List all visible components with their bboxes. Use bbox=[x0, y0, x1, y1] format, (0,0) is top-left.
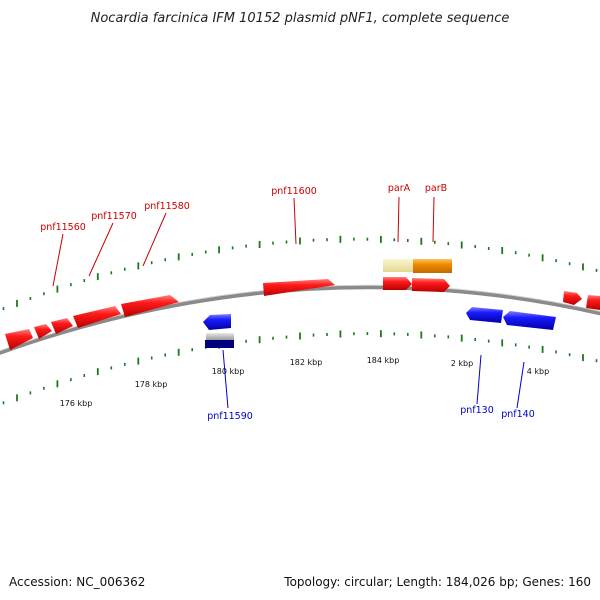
gene-arrow-forward[interactable] bbox=[34, 324, 52, 339]
accession-text: Accession: NC_006362 bbox=[9, 575, 145, 589]
gene-arrow-pnf11570[interactable] bbox=[73, 306, 121, 328]
label-parA: parA bbox=[388, 183, 411, 194]
gene-arrow-pnf140[interactable] bbox=[503, 311, 556, 330]
label-pnf11560: pnf11560 bbox=[40, 222, 86, 233]
gene-block-pnf11590-grey[interactable] bbox=[206, 333, 234, 340]
tick-label-180kbp: 180 kbp bbox=[212, 367, 245, 376]
label-parB: parB bbox=[425, 183, 447, 194]
leader-pnf11560 bbox=[52, 233, 64, 287]
label-pnf140: pnf140 bbox=[501, 409, 535, 420]
parB-highlight-box bbox=[413, 259, 452, 273]
label-pnf11580: pnf11580 bbox=[144, 201, 190, 212]
gene-arrow-parA[interactable] bbox=[383, 277, 412, 290]
leader-pnf11570 bbox=[88, 222, 114, 277]
tick-label-184kbp: 184 kbp bbox=[367, 356, 400, 365]
tick-label-182kbp: 182 kbp bbox=[290, 358, 323, 367]
map-title: Nocardia farcinica IFM 10152 plasmid pNF… bbox=[91, 11, 510, 26]
leader-pnf140 bbox=[516, 361, 525, 409]
outer-tick-ring bbox=[2, 235, 598, 311]
gene-arrow-parB[interactable] bbox=[412, 278, 450, 292]
tick-label-2kbp: 2 kbp bbox=[451, 359, 473, 368]
gene-arrow-forward[interactable] bbox=[51, 318, 73, 334]
reverse-genes bbox=[203, 307, 556, 348]
gene-arrow-pnf130[interactable] bbox=[466, 307, 503, 323]
tick-label-176kbp: 176 kbp bbox=[60, 399, 93, 408]
label-pnf11600: pnf11600 bbox=[271, 186, 317, 197]
leader-pnf11580 bbox=[142, 212, 167, 267]
leader-pnf11590 bbox=[222, 349, 229, 409]
leader-parA bbox=[397, 196, 400, 243]
label-pnf130: pnf130 bbox=[460, 405, 494, 416]
gene-arrow-forward[interactable] bbox=[5, 329, 33, 350]
inner-tick-ring bbox=[2, 330, 598, 405]
leader-lines bbox=[52, 196, 525, 409]
leader-pnf130 bbox=[476, 354, 482, 405]
gene-arrow-pnf11600[interactable] bbox=[263, 279, 335, 296]
gene-arrow-reverse[interactable] bbox=[203, 314, 231, 330]
label-pnf11570: pnf11570 bbox=[91, 211, 137, 222]
gene-arrow-forward[interactable] bbox=[586, 295, 600, 310]
tick-label-178kbp: 178 kbp bbox=[135, 380, 168, 389]
summary-text: Topology: circular; Length: 184,026 bp; … bbox=[283, 575, 591, 589]
label-pnf11590: pnf11590 bbox=[207, 411, 253, 422]
parA-highlight-box bbox=[383, 259, 413, 272]
forward-genes bbox=[5, 277, 600, 350]
gene-block-pnf11590[interactable] bbox=[205, 340, 234, 348]
leader-pnf11600 bbox=[293, 197, 297, 245]
gene-arrow-forward[interactable] bbox=[563, 291, 582, 305]
gene-arrow-pnf11580[interactable] bbox=[121, 295, 179, 317]
leader-parB bbox=[432, 196, 435, 243]
tick-label-4kbp: 4 kbp bbox=[527, 367, 549, 376]
